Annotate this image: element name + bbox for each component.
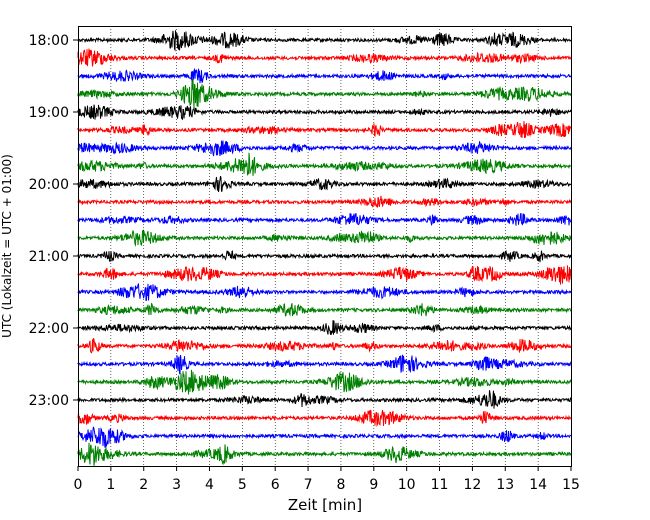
y-tick-label-5: 23:00 xyxy=(29,393,69,409)
trace-19 xyxy=(77,369,572,395)
y-tick-label-0: 18:00 xyxy=(29,33,69,49)
trace-4 xyxy=(77,104,572,121)
trace-21 xyxy=(77,409,572,428)
trace-3 xyxy=(77,78,572,109)
y-tick-label-3: 21:00 xyxy=(29,249,69,265)
seismogram-traces xyxy=(77,30,572,466)
trace-18 xyxy=(77,354,572,375)
trace-2 xyxy=(77,67,572,84)
x-axis-ticks: 0 1 2 3 4 5 6 7 8 9 10 11 12 13 14 15 xyxy=(74,466,580,493)
x-tick-label-4: 4 xyxy=(205,477,214,493)
trace-17 xyxy=(77,338,572,354)
x-tick-label-7: 7 xyxy=(304,477,313,493)
trace-15 xyxy=(77,302,572,317)
x-tick-label-8: 8 xyxy=(336,477,345,493)
trace-14 xyxy=(77,282,572,302)
trace-10 xyxy=(77,212,572,227)
trace-20 xyxy=(77,390,572,409)
x-tick-label-9: 9 xyxy=(369,477,378,493)
trace-7 xyxy=(77,152,572,176)
x-tick-label-10: 10 xyxy=(398,477,416,493)
vertical-grid xyxy=(110,26,539,466)
x-tick-label-0: 0 xyxy=(74,477,83,493)
x-tick-label-15: 15 xyxy=(562,477,580,493)
trace-0 xyxy=(77,30,572,52)
trace-13 xyxy=(77,265,572,285)
x-tick-label-12: 12 xyxy=(463,477,481,493)
plot-frame xyxy=(78,26,572,467)
x-tick-label-1: 1 xyxy=(106,477,115,493)
y-axis-label: UTC (Lokalzeit = UTC + 01:00) xyxy=(0,154,14,338)
y-tick-label-2: 20:00 xyxy=(29,177,69,193)
trace-16 xyxy=(77,320,572,335)
trace-22 xyxy=(77,426,572,448)
trace-5 xyxy=(77,121,572,139)
x-tick-label-5: 5 xyxy=(238,477,247,493)
trace-6 xyxy=(77,140,572,157)
x-axis-label: Zeit [min] xyxy=(288,496,362,514)
trace-11 xyxy=(77,229,572,247)
y-tick-label-4: 22:00 xyxy=(29,321,69,337)
trace-9 xyxy=(77,195,572,209)
trace-12 xyxy=(77,249,572,263)
x-tick-label-13: 13 xyxy=(496,477,514,493)
x-tick-label-3: 3 xyxy=(172,477,181,493)
y-tick-label-1: 19:00 xyxy=(29,105,69,121)
y-axis-ticks: 18:00 19:00 20:00 21:00 22:00 23:00 xyxy=(29,33,78,409)
x-tick-label-11: 11 xyxy=(431,477,449,493)
trace-1 xyxy=(77,48,572,67)
x-tick-label-6: 6 xyxy=(271,477,280,493)
x-tick-label-2: 2 xyxy=(139,477,148,493)
trace-8 xyxy=(77,175,572,193)
trace-23 xyxy=(77,442,572,466)
x-tick-label-14: 14 xyxy=(529,477,547,493)
